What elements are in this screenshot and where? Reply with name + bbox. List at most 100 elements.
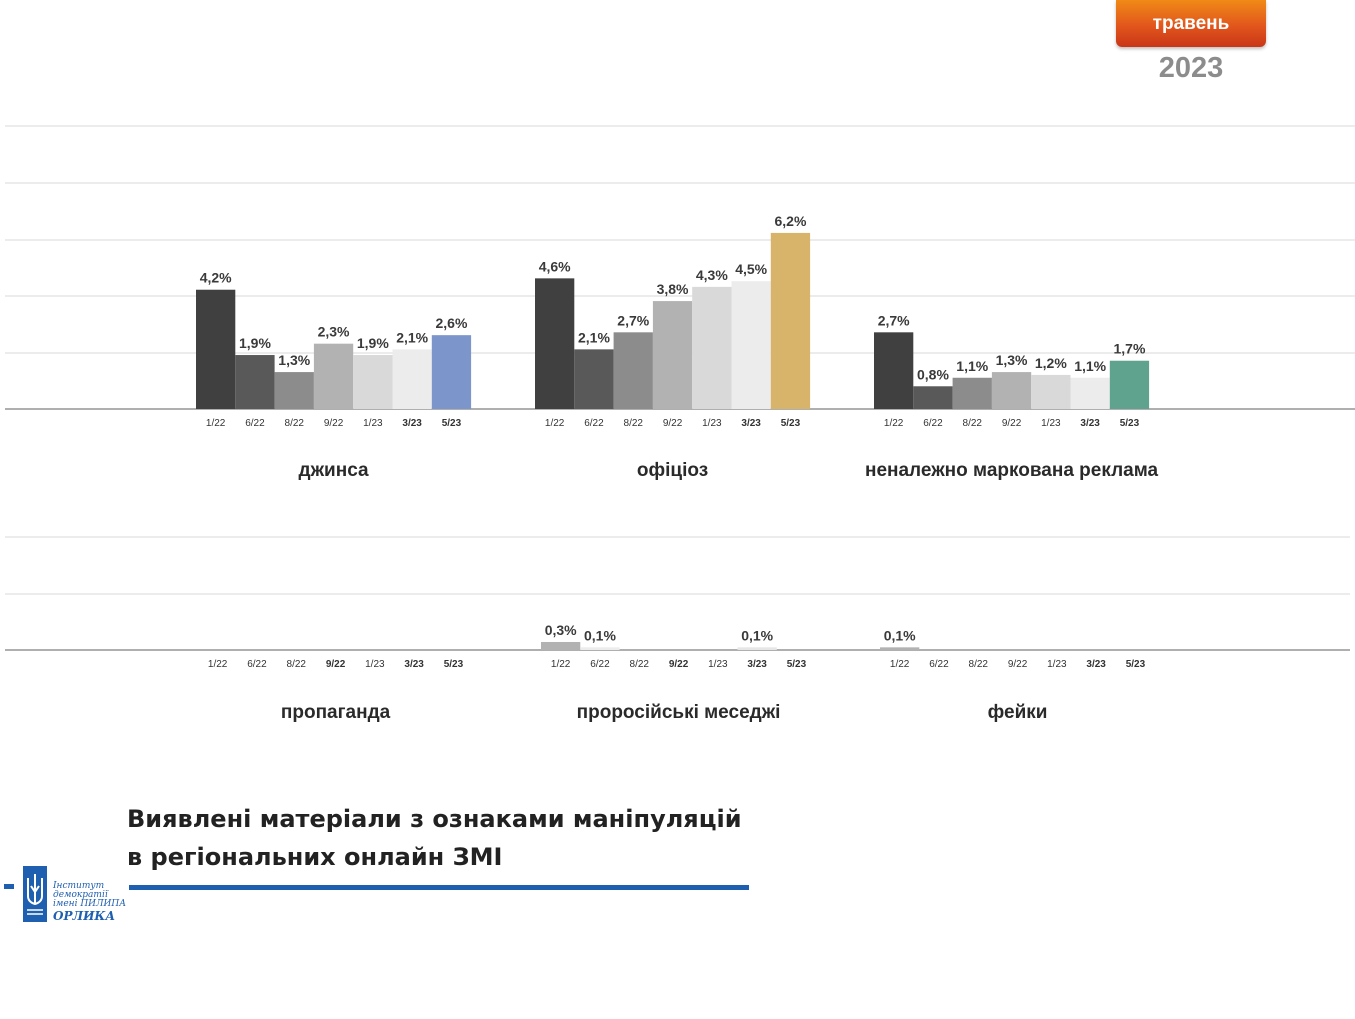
tick-label-проросійські-меседжі-1-23: 1/23	[708, 659, 728, 670]
bar-джинса-3-23	[392, 349, 432, 409]
tick-label-фейки-1-22: 1/22	[890, 659, 910, 670]
value-label-офіціоз-1-22: 4,6%	[539, 258, 571, 274]
tick-label-проросійські-меседжі-6-22: 6/22	[590, 659, 610, 670]
bar-джинса-5-23	[431, 335, 472, 409]
tick-label-пропаганда-5-23: 5/23	[444, 659, 464, 670]
bar-неналежно-маркована-реклама-9-22	[991, 372, 1032, 409]
tick-label-пропаганда-1-23: 1/23	[365, 659, 385, 670]
value-label-неналежно-маркована-реклама-1-23: 1,2%	[1035, 355, 1067, 371]
tick-label-джинса-1-23: 1/23	[363, 418, 383, 429]
bar-фейки-1-22	[880, 647, 920, 650]
bar-офіціоз-8-22	[613, 332, 653, 409]
bar-офіціоз-3-23	[731, 281, 771, 409]
value-label-джинса-6-22: 1,9%	[239, 335, 271, 351]
manipulation-charts: 4,2% 1/22 1,9% 6/22 1,3% 8/22 2,3% 9/22 1,9% 1/23…	[5, 125, 1355, 723]
bar-проросійські-меседжі-1-22	[541, 641, 581, 650]
value-label-неналежно-маркована-реклама-3-23: 1,1%	[1074, 358, 1106, 374]
month-badge: травень	[1116, 0, 1266, 47]
category-title-неналежно-маркована-реклама: неналежно маркована реклама	[865, 460, 1159, 481]
tick-label-пропаганда-3-23: 3/23	[404, 659, 424, 670]
page-title-line-2: в регіональних онлайн ЗМІ	[127, 843, 503, 871]
tick-label-проросійські-меседжі-3-23: 3/23	[747, 659, 767, 670]
tick-label-проросійські-меседжі-5-23: 5/23	[787, 659, 807, 670]
tick-label-неналежно-маркована-реклама-1-23: 1/23	[1041, 418, 1061, 429]
bar-неналежно-маркована-реклама-5-23	[1109, 360, 1150, 409]
tick-label-джинса-1-22: 1/22	[206, 418, 226, 429]
tick-label-неналежно-маркована-реклама-5-23: 5/23	[1120, 418, 1140, 429]
category-title-пропаганда: пропаганда	[281, 702, 391, 723]
tick-label-фейки-3-23: 3/23	[1086, 659, 1106, 670]
tick-label-офіціоз-1-23: 1/23	[702, 418, 722, 429]
bar-проросійські-меседжі-6-22	[580, 647, 620, 650]
category-title-фейки: фейки	[988, 702, 1048, 723]
category-title-проросійські-меседжі: проросійські меседжі	[577, 702, 781, 723]
tick-label-пропаганда-6-22: 6/22	[247, 659, 267, 670]
title-rule-left	[4, 884, 14, 889]
tick-label-пропаганда-8-22: 8/22	[287, 659, 307, 670]
bar-неналежно-маркована-реклама-3-23	[1070, 377, 1110, 409]
tick-label-фейки-8-22: 8/22	[969, 659, 989, 670]
tick-label-неналежно-маркована-реклама-6-22: 6/22	[923, 418, 943, 429]
tick-label-офіціоз-3-23: 3/23	[741, 418, 761, 429]
tick-label-неналежно-маркована-реклама-9-22: 9/22	[1002, 418, 1022, 429]
value-label-проросійські-меседжі-6-22: 0,1%	[584, 627, 616, 643]
bar-джинса-1-23	[353, 355, 393, 409]
value-label-джинса-1-23: 1,9%	[357, 335, 389, 351]
logo-line-1: Інститут демократії	[53, 881, 108, 900]
tick-label-пропаганда-1-22: 1/22	[208, 659, 228, 670]
year-label: 2023	[1158, 52, 1224, 84]
value-label-офіціоз-1-23: 4,3%	[696, 267, 728, 283]
page-title: Виявлені матеріали з ознаками маніпуляці…	[127, 800, 767, 876]
institute-logo: Інститут демократії імені ПИЛИПА ОРЛИКА	[20, 866, 130, 926]
bar-неналежно-маркована-реклама-1-22	[874, 332, 914, 409]
value-label-джинса-1-22: 4,2%	[200, 270, 232, 286]
tick-label-проросійські-меседжі-8-22: 8/22	[630, 659, 650, 670]
bar-офіціоз-1-23	[692, 286, 732, 409]
tick-label-фейки-6-22: 6/22	[929, 659, 949, 670]
tick-label-неналежно-маркована-реклама-3-23: 3/23	[1080, 418, 1100, 429]
value-label-проросійські-меседжі-3-23: 0,1%	[741, 627, 773, 643]
value-label-проросійські-меседжі-1-22: 0,3%	[545, 622, 577, 638]
tick-label-офіціоз-1-22: 1/22	[545, 418, 565, 429]
value-label-неналежно-маркована-реклама-9-22: 1,3%	[996, 352, 1028, 368]
tick-label-проросійські-меседжі-1-22: 1/22	[551, 659, 571, 670]
tick-label-джинса-6-22: 6/22	[245, 418, 265, 429]
tick-label-фейки-1-23: 1/23	[1047, 659, 1067, 670]
tick-label-пропаганда-9-22: 9/22	[326, 659, 346, 670]
bar-офіціоз-6-22	[574, 349, 614, 409]
bar-неналежно-маркована-реклама-1-23	[1031, 374, 1071, 409]
tick-label-фейки-9-22: 9/22	[1008, 659, 1028, 670]
tick-label-фейки-5-23: 5/23	[1126, 659, 1146, 670]
logo-line-2: імені ПИЛИПА	[53, 899, 127, 909]
tick-label-офіціоз-9-22: 9/22	[663, 418, 683, 429]
tick-label-джинса-5-23: 5/23	[442, 418, 462, 429]
value-label-неналежно-маркована-реклама-1-22: 2,7%	[878, 312, 910, 328]
value-label-неналежно-маркована-реклама-6-22: 0,8%	[917, 366, 949, 382]
value-label-неналежно-маркована-реклама-8-22: 1,1%	[956, 358, 988, 374]
value-label-офіціоз-8-22: 2,7%	[617, 312, 649, 328]
category-title-джинса: джинса	[299, 460, 369, 481]
trident-emblem-icon	[23, 866, 47, 922]
bar-офіціоз-9-22	[652, 301, 693, 409]
logo-text: Інститут демократії імені ПИЛИПА ОРЛИКА	[53, 881, 133, 924]
tick-label-офіціоз-8-22: 8/22	[624, 418, 644, 429]
value-label-фейки-1-22: 0,1%	[884, 627, 916, 643]
value-label-джинса-9-22: 2,3%	[318, 324, 350, 340]
tick-label-джинса-9-22: 9/22	[324, 418, 344, 429]
bar-джинса-8-22	[274, 372, 314, 409]
value-label-офіціоз-3-23: 4,5%	[735, 261, 767, 277]
logo-line-3: ОРЛИКА	[53, 909, 116, 923]
value-label-офіціоз-5-23: 6,2%	[774, 213, 806, 229]
bar-джинса-1-22	[196, 289, 236, 409]
tick-label-неналежно-маркована-реклама-8-22: 8/22	[963, 418, 983, 429]
tick-label-офіціоз-5-23: 5/23	[781, 418, 801, 429]
bar-джинса-6-22	[235, 355, 275, 409]
bar-проросійські-меседжі-3-23	[737, 647, 777, 650]
value-label-джинса-8-22: 1,3%	[278, 352, 310, 368]
tick-label-проросійські-меседжі-9-22: 9/22	[669, 659, 689, 670]
page-title-line-1: Виявлені матеріали з ознаками маніпуляці…	[127, 805, 742, 833]
category-title-офіціоз: офіціоз	[637, 460, 708, 481]
value-label-офіціоз-6-22: 2,1%	[578, 329, 610, 345]
tick-label-джинса-8-22: 8/22	[285, 418, 305, 429]
tick-label-неналежно-маркована-реклама-1-22: 1/22	[884, 418, 904, 429]
